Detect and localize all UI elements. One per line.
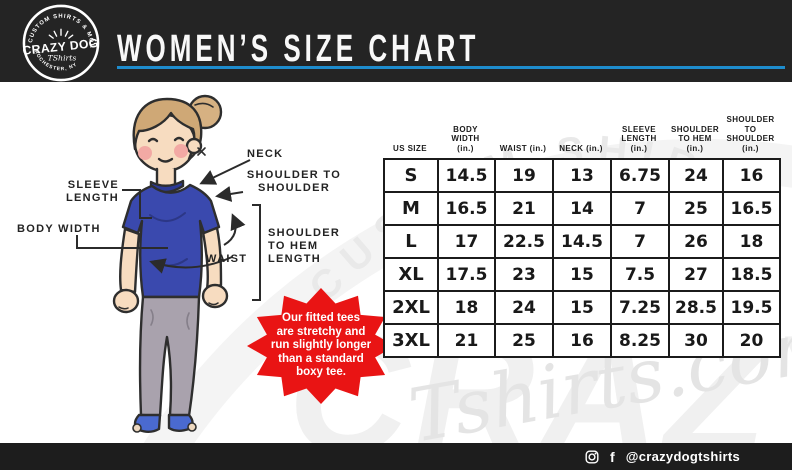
facebook-icon[interactable]: f <box>610 448 615 465</box>
col-header-us-size: US SIZE <box>393 143 427 153</box>
value-cell: 23 <box>494 257 554 292</box>
instagram-icon[interactable] <box>585 450 599 464</box>
table-row: L 17 22.5 14.5 7 26 18 <box>383 224 781 259</box>
value-cell: 17 <box>437 224 496 259</box>
value-cell: 8.25 <box>610 323 670 358</box>
footer-bar: f @crazydogtshirts <box>0 443 792 470</box>
value-cell: 17.5 <box>437 257 496 292</box>
col-header-shoulder-to-shoulder: SHOULDER TO SHOULDER (in.) <box>726 115 775 153</box>
value-cell: 22.5 <box>494 224 554 259</box>
value-cell: 7.5 <box>610 257 670 292</box>
value-cell: 13 <box>552 158 612 193</box>
value-cell: 28.5 <box>668 290 724 325</box>
col-header-waist: WAIST (in.) <box>499 143 547 153</box>
value-cell: 18 <box>437 290 496 325</box>
size-chart-header: US SIZE BODY WIDTH (in.) WAIST (in.) NEC… <box>383 112 779 158</box>
header-bar: CUSTOM SHIRTS & MORE ROCHESTER, NY CRAZY… <box>0 0 792 82</box>
value-cell: 7.25 <box>610 290 670 325</box>
value-cell: 19 <box>494 158 554 193</box>
col-header-neck: NECK (in.) <box>559 143 603 153</box>
value-cell: 16.5 <box>437 191 496 226</box>
col-header-body-width: BODY WIDTH (in.) <box>451 124 480 153</box>
size-chart: US SIZE BODY WIDTH (in.) WAIST (in.) NEC… <box>383 112 781 358</box>
value-cell: 26 <box>668 224 724 259</box>
value-cell: 24 <box>494 290 554 325</box>
value-cell: 18.5 <box>722 257 781 292</box>
value-cell: 14 <box>552 191 612 226</box>
social-handle[interactable]: @crazydogtshirts <box>625 449 740 464</box>
brand-logo: CUSTOM SHIRTS & MORE ROCHESTER, NY CRAZY… <box>22 4 100 82</box>
value-cell: 27 <box>668 257 724 292</box>
value-cell: 6.75 <box>610 158 670 193</box>
size-cell: 2XL <box>383 290 439 325</box>
size-cell: 3XL <box>383 323 439 358</box>
label-shoulder-to-shoulder: SHOULDER TO SHOULDER <box>246 169 342 194</box>
sleeve-length-bracket <box>122 189 152 219</box>
value-cell: 18 <box>722 224 781 259</box>
logo-sunburst <box>48 28 74 39</box>
size-cell: L <box>383 224 439 259</box>
fit-note-text: Our fitted tees are stretchy and run sli… <box>270 312 372 379</box>
value-cell: 30 <box>668 323 724 358</box>
hem-swoosh-arrow <box>223 213 246 246</box>
size-cell: XL <box>383 257 439 292</box>
size-chart-table: S 14.5 19 13 6.75 24 16 M 16.5 21 14 7 2… <box>383 158 781 358</box>
label-sleeve-length: SLEEVE LENGTH <box>65 179 119 204</box>
value-cell: 19.5 <box>722 290 781 325</box>
table-row: 3XL 21 25 16 8.25 30 20 <box>383 323 781 358</box>
table-row: 2XL 18 24 15 7.25 28.5 19.5 <box>383 290 781 325</box>
col-header-sleeve-length: SLEEVE LENGTH (in.) <box>621 124 657 153</box>
body-width-bracket <box>76 235 168 249</box>
label-shoulder-to-hem: SHOULDER TO HEM LENGTH <box>268 227 341 265</box>
value-cell: 21 <box>494 191 554 226</box>
value-cell: 25 <box>668 191 724 226</box>
value-cell: 20 <box>722 323 781 358</box>
value-cell: 16 <box>552 323 612 358</box>
value-cell: 7 <box>610 191 670 226</box>
label-body-width: BODY WIDTH <box>17 223 101 235</box>
value-cell: 25 <box>494 323 554 358</box>
value-cell: 7 <box>610 224 670 259</box>
value-cell: 14.5 <box>437 158 496 193</box>
value-cell: 14.5 <box>552 224 612 259</box>
table-row: S 14.5 19 13 6.75 24 16 <box>383 158 781 193</box>
size-cell: S <box>383 158 439 193</box>
logo-script: TShirts <box>48 54 77 63</box>
table-row: XL 17.5 23 15 7.5 27 18.5 <box>383 257 781 292</box>
value-cell: 21 <box>437 323 496 358</box>
title-underline <box>117 66 785 69</box>
value-cell: 15 <box>552 290 612 325</box>
fit-note-starburst: Our fitted tees are stretchy and run sli… <box>246 286 396 406</box>
value-cell: 15 <box>552 257 612 292</box>
table-row: M 16.5 21 14 7 25 16.5 <box>383 191 781 226</box>
label-waist: WAIST <box>206 253 248 265</box>
page-title: WOMEN’S SIZE CHART <box>117 26 480 70</box>
value-cell: 16 <box>722 158 781 193</box>
label-neck: NECK <box>247 148 284 160</box>
size-cell: M <box>383 191 439 226</box>
value-cell: 24 <box>668 158 724 193</box>
col-header-shoulder-to-hem: SHOULDER TO HEM (in.) <box>670 124 720 153</box>
value-cell: 16.5 <box>722 191 781 226</box>
